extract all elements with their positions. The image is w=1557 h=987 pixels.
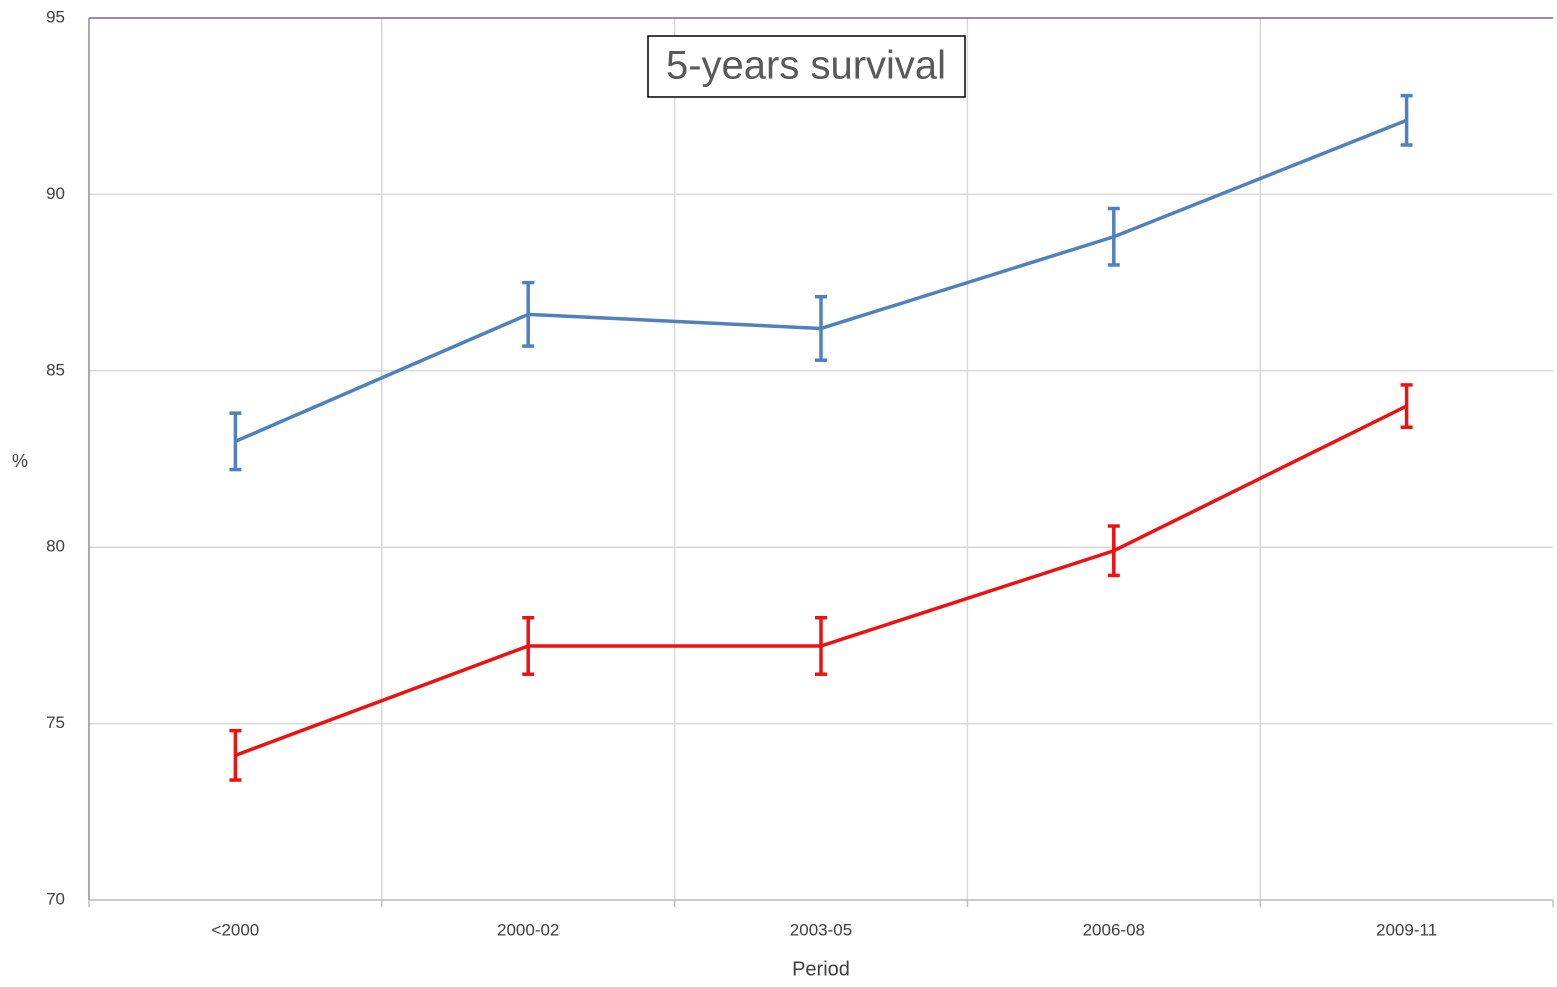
title-box [647,35,966,98]
error-bar [522,616,535,676]
x-tick-label: 2006-08 [1083,920,1145,939]
y-tick-label: 90 [46,184,65,203]
error-bar [815,616,827,676]
error-bar [1400,383,1413,429]
x-tick-label: 2003-05 [790,920,852,939]
error-bar [522,280,535,348]
y-axis-label: % [12,451,28,471]
x-axis-label: Period [792,958,850,980]
chart-title: 5-years survival [666,44,946,88]
x-tick-label: 2000-02 [497,920,559,939]
series-line [234,118,1408,443]
x-tick-label: 2009-11 [1376,920,1437,939]
series-line [234,404,1408,757]
error-bar [229,728,242,782]
error-bar [1107,206,1120,267]
error-bar [815,294,827,362]
error-bar [1107,524,1120,578]
x-tick-label: <2000 [212,920,260,939]
y-tick-label: 75 [46,713,65,732]
error-bar [229,411,242,472]
y-tick-label: 95 [46,7,65,26]
y-tick-label: 85 [46,360,65,379]
y-tick-label: 80 [46,537,65,556]
y-tick-label: 70 [46,889,65,908]
error-bar [1400,93,1413,147]
